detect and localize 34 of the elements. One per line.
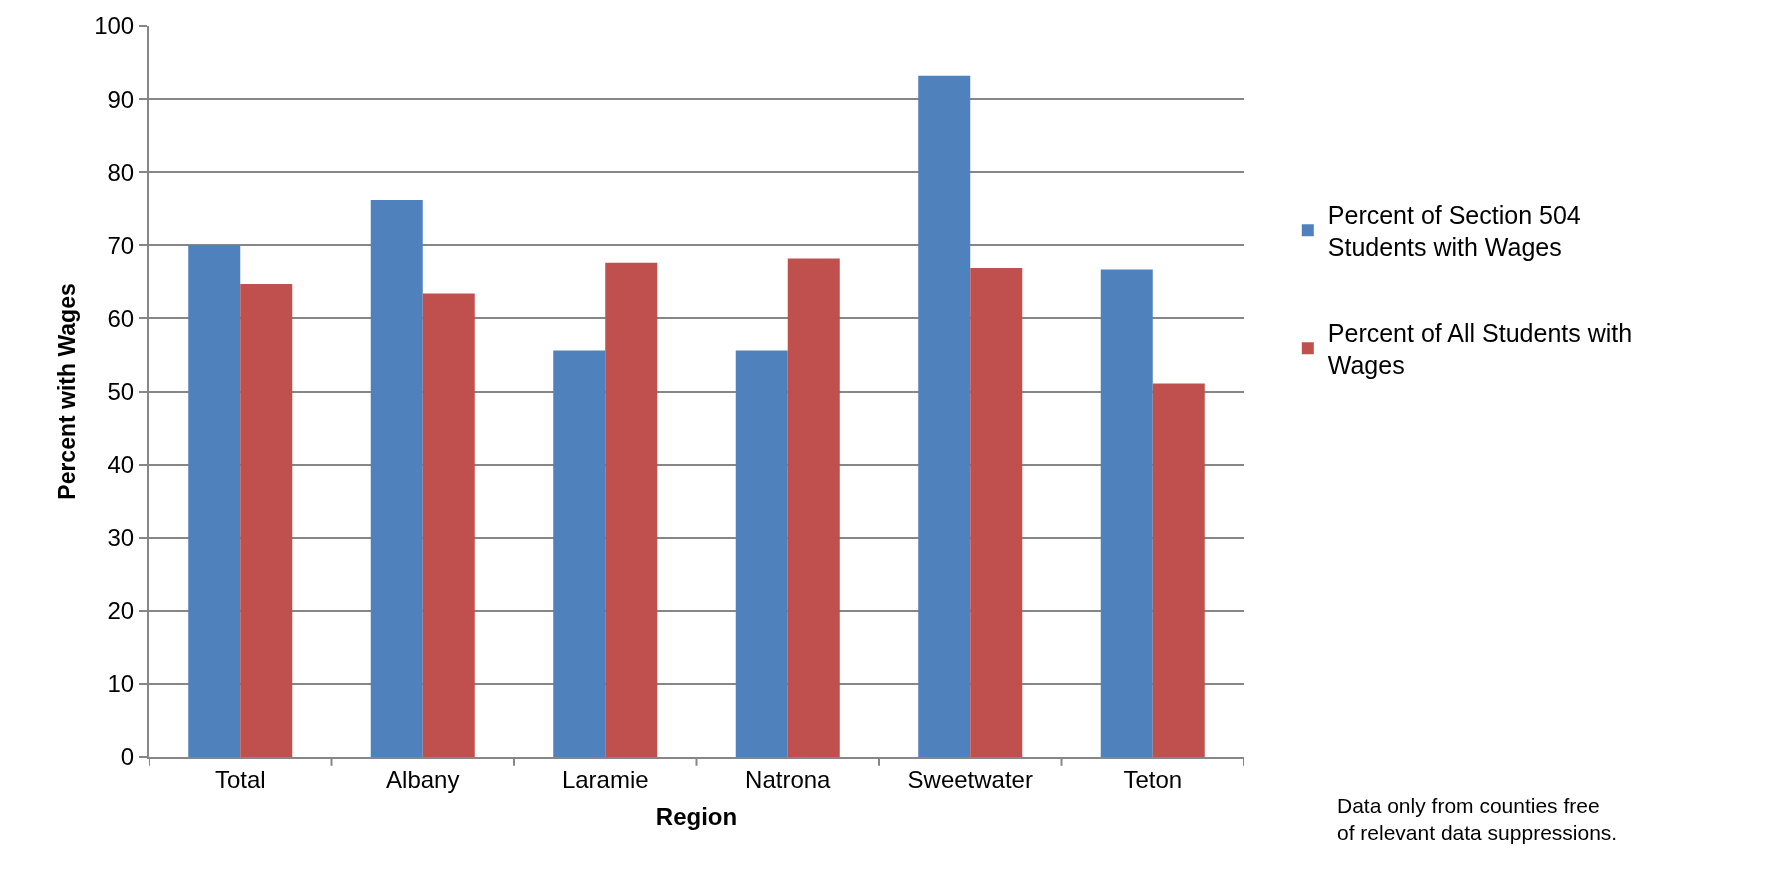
y-axis-title: Percent with Wages <box>54 283 81 500</box>
y-tick-label: 30 <box>107 524 135 552</box>
y-tick-label: 60 <box>107 304 135 332</box>
bar <box>422 293 475 757</box>
y-tick-label: 100 <box>94 12 135 40</box>
x-tick-label: Albany <box>386 765 460 793</box>
y-tick-label: 90 <box>107 85 135 113</box>
x-tick-label: Laramie <box>561 765 649 793</box>
legend-label: Percent of Section 504 Students with Wages <box>1327 200 1581 262</box>
x-axis-title: Region <box>655 802 738 830</box>
bar <box>240 284 293 757</box>
bar <box>605 262 658 757</box>
bar <box>553 350 606 757</box>
x-tick-label: Teton <box>1123 765 1183 793</box>
text: Data only from counties free of relevant data suppressions. <box>1337 794 1618 845</box>
bar <box>735 350 788 757</box>
y-tick-label: 80 <box>107 158 135 186</box>
y-tick-label: 70 <box>107 231 135 259</box>
bar <box>787 258 840 757</box>
bar <box>970 267 1023 757</box>
x-tick-label: Total <box>214 765 266 793</box>
x-tick-label: Sweetwater <box>907 765 1033 793</box>
bar <box>918 75 971 757</box>
bar <box>1152 383 1205 757</box>
bar <box>370 199 423 757</box>
x-tick-label: Natrona <box>745 765 832 793</box>
legend-label: Percent of All Students with Wages <box>1327 318 1633 380</box>
y-tick-label: 20 <box>107 597 135 625</box>
bar <box>1100 269 1153 757</box>
bar <box>188 245 241 757</box>
y-tick-label: 0 <box>120 743 135 771</box>
y-tick-label: 10 <box>107 670 135 698</box>
y-tick-label: 40 <box>107 451 135 478</box>
y-tick-label: 50 <box>107 377 135 405</box>
